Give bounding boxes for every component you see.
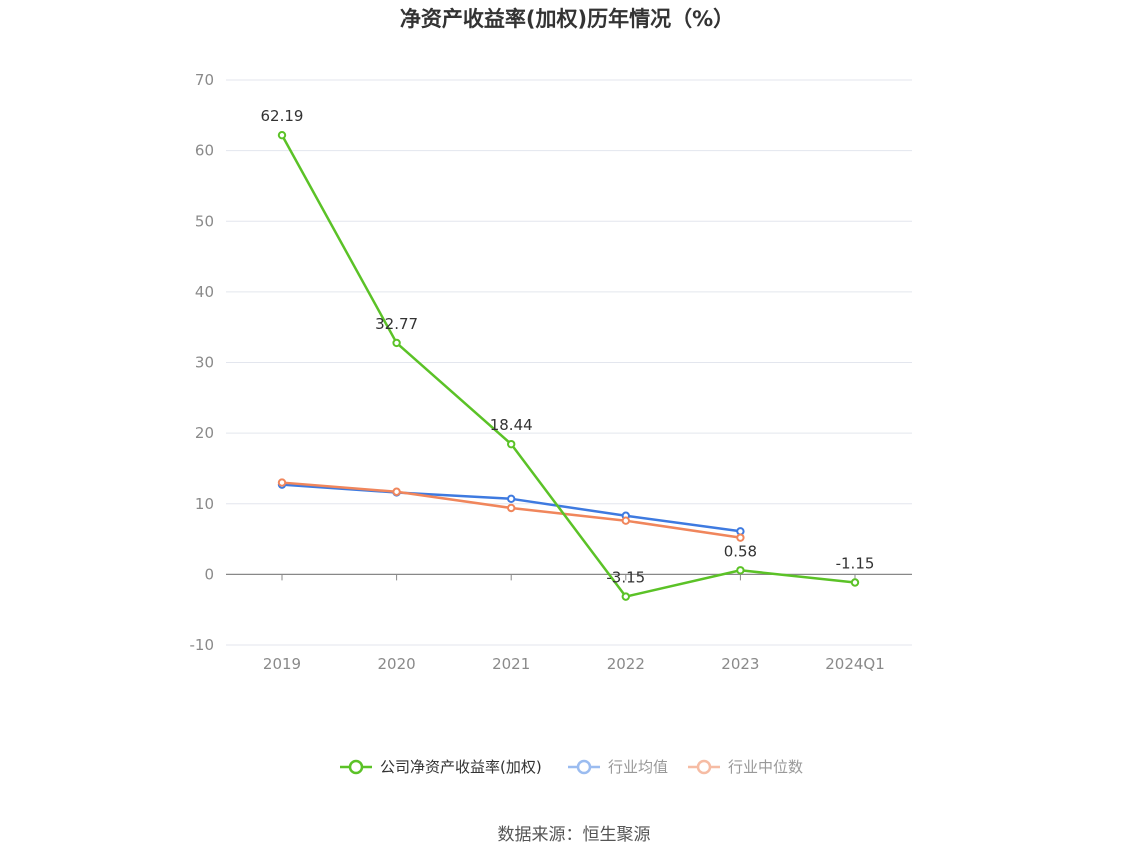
data-point[interactable] bbox=[736, 566, 745, 575]
data-point[interactable] bbox=[850, 578, 860, 587]
x-tick-label: 2022 bbox=[607, 655, 645, 673]
legend-item-2[interactable]: 行业中位数 bbox=[688, 758, 803, 776]
y-tick-label: 40 bbox=[195, 283, 214, 301]
x-tick-label: 2023 bbox=[721, 655, 759, 673]
grid bbox=[226, 79, 912, 646]
x-tick-label: 2020 bbox=[378, 655, 416, 673]
legend[interactable]: 公司净资产收益率(加权) 行业均值 行业中位数 bbox=[340, 758, 803, 776]
series-area bbox=[277, 130, 860, 601]
data-label: -3.15 bbox=[606, 569, 645, 587]
data-point[interactable] bbox=[277, 478, 287, 487]
data-point[interactable] bbox=[621, 592, 630, 601]
data-point[interactable] bbox=[507, 494, 516, 504]
y-tick-label: 0 bbox=[204, 565, 214, 583]
data-point[interactable] bbox=[736, 533, 745, 542]
y-axis: -10 0 10 20 30 40 50 60 70 bbox=[190, 71, 215, 654]
series-2 bbox=[277, 478, 745, 542]
data-point[interactable] bbox=[507, 503, 516, 513]
x-tick-label: 2021 bbox=[492, 655, 530, 673]
y-tick-label: -10 bbox=[190, 636, 215, 654]
data-point[interactable] bbox=[392, 338, 401, 348]
legend-label: 行业均值 bbox=[608, 758, 668, 776]
legend-label: 行业中位数 bbox=[728, 758, 803, 776]
data-point[interactable] bbox=[621, 516, 630, 525]
x-tick-label: 2024Q1 bbox=[825, 655, 885, 673]
legend-marker-icon bbox=[348, 759, 364, 775]
x-axis: 2019 2020 2021 2022 2023 2024Q1 bbox=[263, 574, 885, 673]
legend-marker-icon bbox=[696, 759, 712, 775]
legend-item-1[interactable]: 行业均值 bbox=[568, 758, 668, 776]
y-tick-label: 70 bbox=[195, 71, 214, 89]
legend-item-0[interactable]: 公司净资产收益率(加权) bbox=[340, 758, 542, 776]
data-label: 0.58 bbox=[724, 542, 757, 560]
y-tick-label: 30 bbox=[195, 354, 214, 372]
data-point[interactable] bbox=[507, 439, 516, 449]
legend-label: 公司净资产收益率(加权) bbox=[380, 758, 542, 776]
data-label: 62.19 bbox=[261, 107, 304, 125]
y-tick-label: 20 bbox=[195, 424, 214, 442]
data-point[interactable] bbox=[392, 487, 401, 496]
source-text: 数据来源：恒生聚源 bbox=[498, 825, 651, 845]
data-label: 18.44 bbox=[490, 416, 533, 434]
y-tick-label: 60 bbox=[195, 142, 214, 160]
data-point[interactable] bbox=[277, 130, 287, 140]
x-tick-label: 2019 bbox=[263, 655, 301, 673]
data-labels: 62.19 32.77 18.44 -3.15 0.58 -1.15 bbox=[261, 107, 875, 586]
chart-title: 净资产收益率(加权)历年情况（%） bbox=[400, 7, 734, 31]
legend-marker-icon bbox=[576, 759, 592, 775]
y-tick-label: 50 bbox=[195, 212, 214, 230]
series-line bbox=[280, 134, 856, 598]
data-label: 32.77 bbox=[375, 315, 418, 333]
data-label: -1.15 bbox=[836, 554, 875, 572]
y-tick-label: 10 bbox=[195, 495, 214, 513]
series-0 bbox=[277, 130, 860, 601]
